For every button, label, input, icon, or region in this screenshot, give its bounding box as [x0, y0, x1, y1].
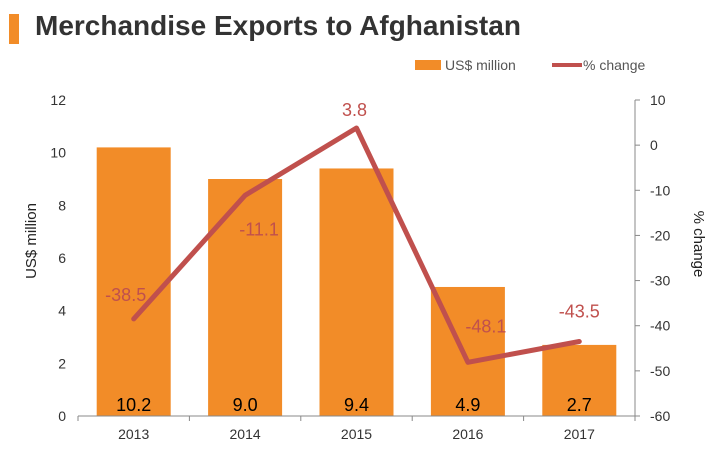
- line-data-labels: -38.5 -11.1 3.8 -48.1 -43.5: [105, 100, 600, 336]
- bar-value-label-2013: 10.2: [116, 395, 151, 415]
- y-right-tick-label-0: -60: [650, 408, 670, 424]
- y-right-tick-label-2: -40: [650, 318, 670, 334]
- line-series: [131, 125, 582, 365]
- bar-value-label-2014: 9.0: [233, 395, 258, 415]
- x-tick-label-2016: 2016: [452, 426, 483, 442]
- x-tick-label-2014: 2014: [230, 426, 261, 442]
- y-left-tick-label-6: 12: [50, 92, 66, 108]
- y-right-tick-label-1: -50: [650, 363, 670, 379]
- percent-change-line: [131, 125, 582, 365]
- bar-data-labels: 10.2 9.0 9.4 4.9 2.7: [116, 395, 592, 415]
- y-left-tick-label-4: 8: [58, 197, 66, 213]
- y-right-tick-label-5: -10: [650, 182, 670, 198]
- title-bar: Merchandise Exports to Afghanistan: [0, 0, 714, 56]
- x-tick-label-2017: 2017: [564, 426, 595, 442]
- y-right-tick-label-6: 0: [650, 137, 658, 153]
- legend: US$ million % change: [415, 57, 645, 73]
- title-accent-bar: [9, 14, 19, 44]
- line-value-label-2017: -43.5: [559, 302, 600, 322]
- y-right-tick-label-4: -20: [650, 227, 670, 243]
- bar-2015: [319, 168, 394, 416]
- x-tick-label-2013: 2013: [118, 426, 149, 442]
- legend-label-line: % change: [583, 57, 645, 73]
- y-axis-left-ticks: 0 2 4 6 8 10 12: [50, 92, 66, 424]
- y-left-tick-label-0: 0: [58, 408, 66, 424]
- bar-2014: [208, 179, 283, 416]
- legend-swatch-bars: [415, 60, 441, 70]
- line-value-label-2014: -11.1: [239, 219, 279, 239]
- legend-label-bars: US$ million: [445, 57, 516, 73]
- y-right-tick-label-7: 10: [650, 92, 666, 108]
- line-value-label-2015: 3.8: [342, 100, 367, 120]
- y-axis-right-title: % change: [690, 211, 707, 278]
- chart-title: Merchandise Exports to Afghanistan: [35, 10, 521, 41]
- bar-value-label-2015: 9.4: [344, 395, 369, 415]
- y-left-tick-label-3: 6: [58, 250, 66, 266]
- bar-2017: [542, 344, 617, 416]
- y-left-tick-label-5: 10: [50, 145, 66, 161]
- bar-value-label-2017: 2.7: [567, 395, 592, 415]
- bar-value-label-2016: 4.9: [455, 395, 480, 415]
- y-right-tick-label-3: -30: [650, 273, 670, 289]
- line-value-label-2016: -48.1: [465, 316, 506, 336]
- bar-2013: [96, 147, 171, 416]
- y-left-tick-label-1: 2: [58, 355, 66, 371]
- y-left-tick-label-2: 4: [58, 303, 66, 319]
- y-axis-left-title: US$ million: [23, 203, 40, 279]
- x-tick-label-2015: 2015: [341, 426, 372, 442]
- x-axis-ticks: 2013 2014 2015 2016 2017: [77, 416, 636, 442]
- y-axis-right-ticks: -60 -50 -40 -30 -20 -10 0 10: [635, 92, 670, 424]
- bar-series: [96, 147, 617, 416]
- line-value-label-2013: -38.5: [105, 285, 146, 305]
